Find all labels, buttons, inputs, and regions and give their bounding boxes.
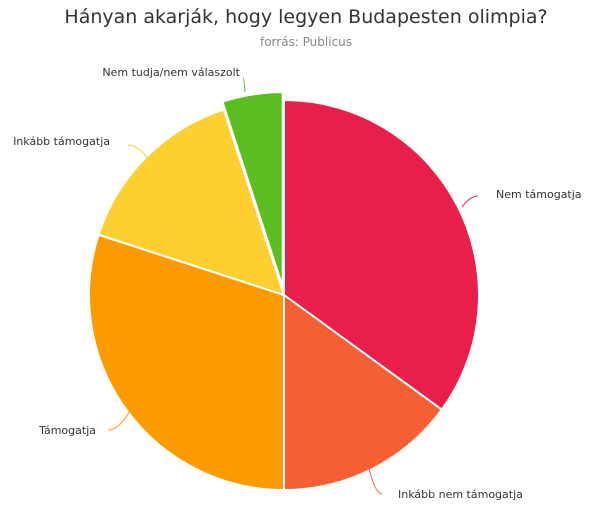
chart-title: Hányan akarják, hogy legyen Budapesten o… bbox=[64, 6, 548, 28]
pie-slice[interactable] bbox=[88, 233, 285, 491]
slice-label: Inkább nem támogatja bbox=[398, 488, 523, 501]
pie-slice[interactable] bbox=[283, 99, 480, 411]
pie-slice[interactable] bbox=[221, 91, 284, 289]
label-connector bbox=[127, 144, 149, 160]
slice-label: Nem tudja/nem válaszolt bbox=[102, 66, 240, 79]
pie-slice[interactable] bbox=[283, 294, 443, 491]
chart-subtitle: forrás: Publicus bbox=[259, 35, 353, 49]
label-connector bbox=[367, 464, 383, 495]
label-connector bbox=[242, 76, 246, 93]
label-connector bbox=[107, 406, 133, 431]
label-connector bbox=[461, 195, 479, 208]
slice-label: Támogatja bbox=[38, 424, 96, 437]
slice-label: Nem támogatja bbox=[496, 188, 582, 201]
slice-label: Inkább támogatja bbox=[13, 135, 110, 148]
